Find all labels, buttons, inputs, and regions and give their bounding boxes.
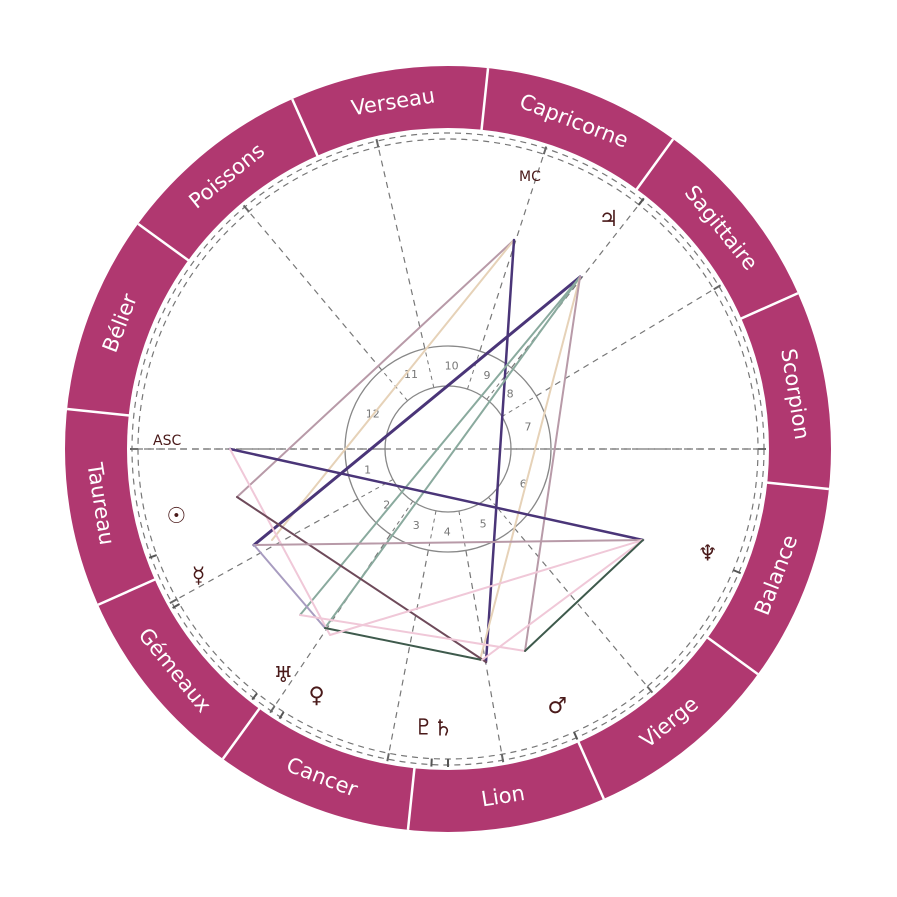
sign-divider: [221, 707, 261, 760]
aspect-line: [324, 627, 483, 661]
planet-glyphs: ☉ ☿ ♅ ♀ ♇ ♄ ♂ ♆ ♃: [148, 197, 742, 767]
aspect-line: [271, 239, 515, 541]
aspect-line: [484, 238, 516, 664]
house-cusp-10: [479, 148, 547, 352]
house-cusp-12: [244, 206, 383, 371]
aspect-line: [524, 539, 644, 652]
aspect-line: [479, 276, 581, 661]
aspect-line: [253, 539, 644, 546]
aspect-line: [324, 276, 581, 629]
planet-soleil-icon: ☉: [166, 504, 186, 529]
aspect-line: [228, 447, 645, 542]
aspect-line: [252, 275, 582, 547]
planet-uranus-icon: ♅: [274, 663, 294, 688]
house-cusp-2: [171, 498, 359, 603]
aspect-lines: [228, 238, 645, 664]
house-number: 4: [444, 525, 451, 538]
aspect-line: [481, 539, 644, 661]
house-number: 10: [445, 360, 459, 373]
house-number: 6: [520, 478, 527, 491]
sign-divider: [706, 636, 759, 676]
sign-divider: [635, 138, 675, 191]
mc-label: MC: [519, 169, 541, 185]
sign-divider: [137, 222, 190, 262]
house-number: 3: [413, 519, 420, 532]
planet-pluton-icon: ♇: [414, 715, 434, 740]
planet-mars-icon: ♂: [548, 694, 568, 719]
sign-divider: [480, 67, 490, 131]
sign-divider: [291, 98, 319, 158]
sign-divider: [577, 740, 605, 800]
house-number: 8: [507, 388, 514, 401]
house-number: 5: [480, 518, 487, 531]
house-number: 1: [364, 463, 371, 476]
aspect-line: [253, 544, 326, 629]
aspect-line: [329, 539, 644, 636]
planet-vénus-icon: ♀: [308, 684, 324, 709]
house-cusp-5: [465, 550, 504, 761]
aspect-line: [524, 276, 581, 652]
house-cusp-11: [376, 140, 426, 349]
sign-divider: [766, 481, 830, 491]
sign-divider: [66, 407, 130, 417]
house-number: 9: [483, 369, 490, 382]
axis-labels: ASC MC: [153, 169, 541, 449]
house-cusp-lines: [130, 138, 766, 763]
house-number: 7: [524, 420, 531, 433]
planet-neptune-icon: ♆: [698, 541, 718, 566]
house-cusp-4: [387, 549, 429, 760]
aspect-line: [236, 239, 515, 498]
house-cusp-8: [535, 285, 720, 397]
planet-mercure-icon: ☿: [192, 564, 206, 589]
aspect-line: [236, 496, 487, 663]
house-cusp-6: [513, 527, 652, 692]
sign-divider: [406, 767, 416, 831]
planet-saturne-icon: ♄: [433, 716, 453, 741]
sign-divider: [97, 578, 157, 606]
planet-jupiter-icon: ♃: [599, 207, 619, 232]
asc-label: ASC: [153, 433, 181, 449]
aspect-line: [299, 276, 581, 616]
sign-divider: [739, 292, 799, 320]
house-number: 2: [383, 499, 390, 512]
aspect-line: [299, 614, 526, 652]
aspect-line: [229, 448, 331, 636]
